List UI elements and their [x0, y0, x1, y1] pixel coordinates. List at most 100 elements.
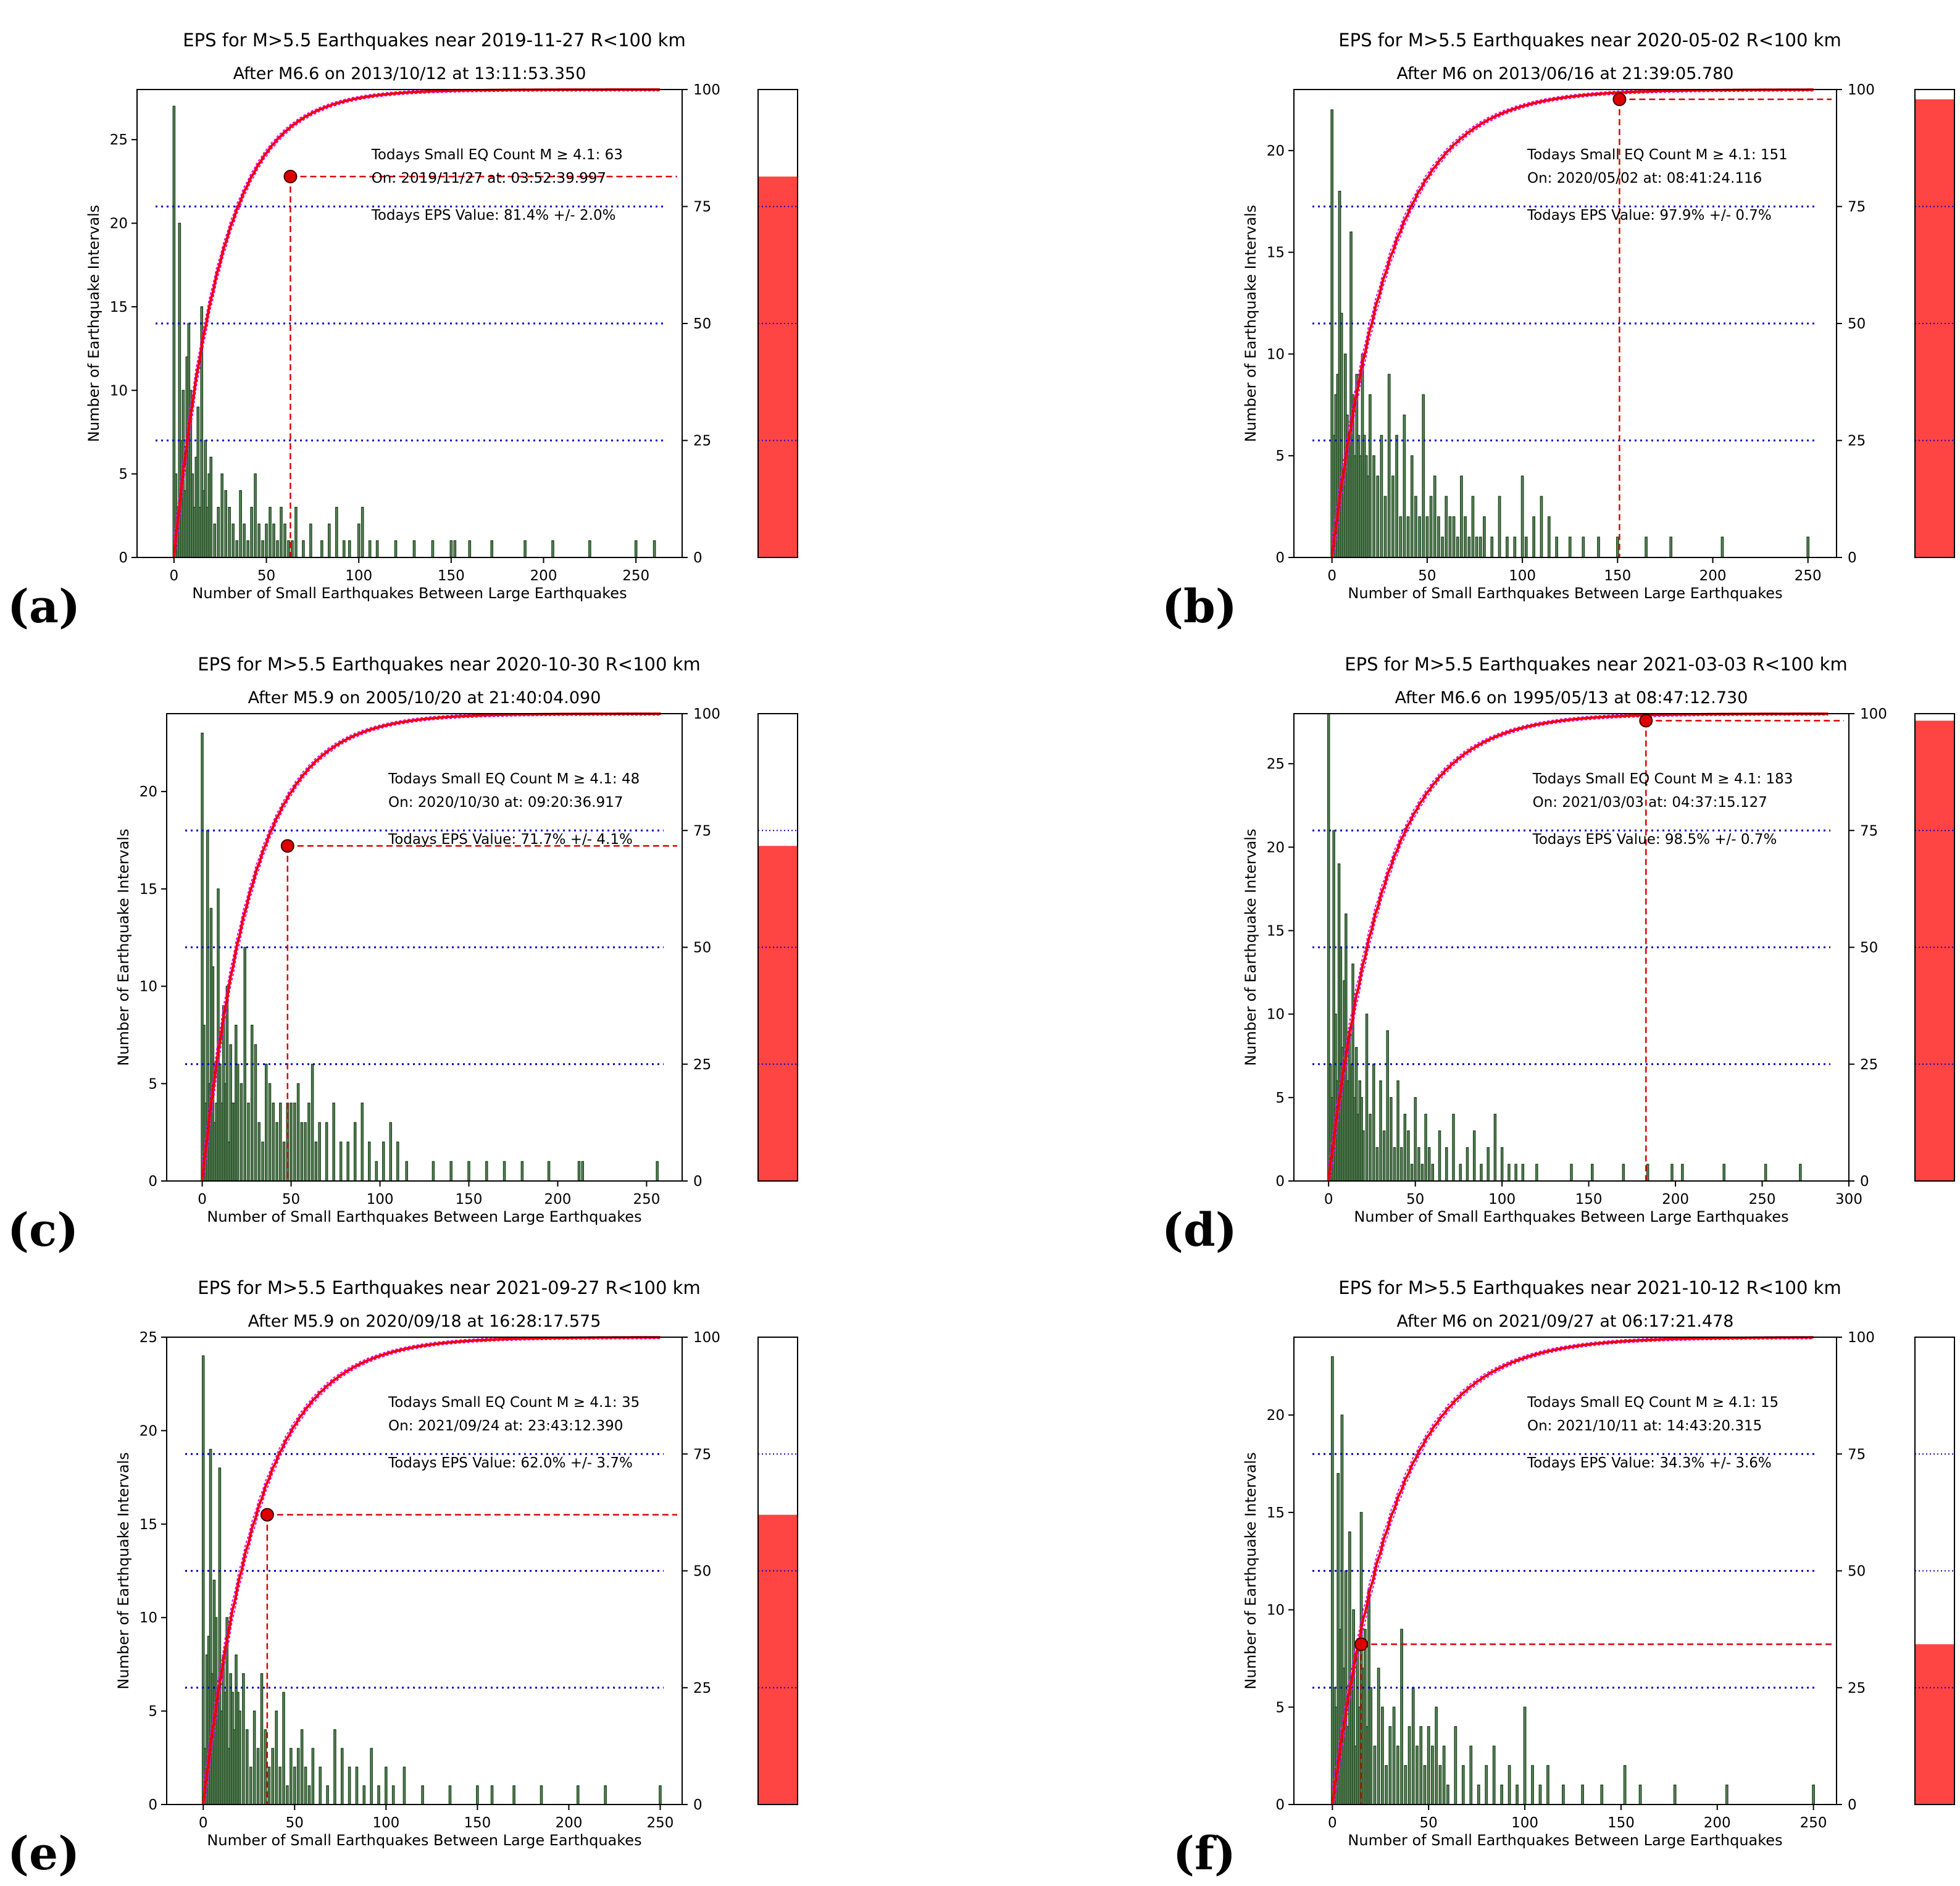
y-axis-label: Number of Earthquake Intervals — [115, 1452, 132, 1689]
histogram-bar — [1681, 1164, 1684, 1182]
x-tick-label: 0 — [199, 1815, 208, 1831]
histogram-bar — [1546, 1765, 1549, 1805]
x-tick-label: 50 — [257, 568, 275, 584]
eps-gauge-frame — [1914, 713, 1955, 1182]
histogram-bar — [368, 540, 372, 558]
y-tick-label: 20 — [110, 216, 128, 232]
histogram-bar — [1645, 536, 1648, 558]
histogram-bar — [1423, 1765, 1427, 1805]
histogram-bar — [261, 1141, 264, 1182]
eps-gauge-frame — [757, 713, 798, 1182]
histogram-bar — [296, 1083, 300, 1182]
histogram-bar — [1500, 1147, 1504, 1182]
histogram-bar — [293, 1766, 296, 1805]
x-tick-label: 0 — [1327, 568, 1337, 584]
histogram-bar — [235, 540, 238, 558]
chart-title: EPS for M>5.5 Earthquakes near 2019-11-2… — [183, 30, 685, 51]
histogram-bar — [576, 1785, 580, 1805]
histogram-bar — [1448, 516, 1452, 558]
x-tick-label: 0 — [1324, 1191, 1333, 1208]
histogram-bar — [431, 540, 435, 558]
histogram-bar — [254, 473, 257, 558]
histogram-bar — [1459, 1164, 1462, 1182]
histogram-bar — [1410, 1164, 1414, 1182]
histogram-bar — [1396, 1745, 1399, 1805]
histogram-bar — [1369, 394, 1372, 558]
y2-tick-label: 0 — [693, 1797, 703, 1813]
info-small-eq-count: Todays Small EQ Count M ≥ 4.1: 151 — [1527, 147, 1788, 163]
histogram-bar — [1471, 496, 1475, 558]
panel-letter-c: (c) — [7, 1204, 79, 1257]
x-tick-label: 250 — [622, 568, 649, 584]
histogram-bar — [432, 1161, 435, 1182]
y-tick-label: 5 — [119, 467, 128, 483]
histogram-bar — [1379, 1080, 1382, 1182]
x-tick-label: 100 — [367, 1191, 394, 1208]
y-tick-label: 20 — [140, 784, 157, 800]
panel-letter-e: (e) — [7, 1827, 80, 1880]
histogram-bar — [348, 540, 351, 558]
histogram-bar — [224, 490, 227, 558]
y2-tick-label: 100 — [1860, 706, 1887, 722]
y2-tick-label: 100 — [693, 1330, 720, 1346]
histogram-bar — [355, 1766, 359, 1805]
histogram-bar — [391, 1785, 395, 1805]
histogram-bar — [1365, 1013, 1369, 1182]
x-tick-label: 200 — [1704, 1815, 1731, 1831]
histogram-bar — [1400, 1629, 1403, 1805]
histogram-bar — [1438, 1130, 1441, 1182]
y2-tick-label: 25 — [1860, 1057, 1878, 1073]
histogram-bar — [217, 507, 220, 558]
histogram-bar — [271, 1748, 275, 1805]
histogram-bar — [1523, 1706, 1527, 1805]
y-tick-label: 15 — [140, 1517, 157, 1533]
chart-panel-a: EPS for M>5.5 Earthquakes near 2019-11-2… — [85, 30, 798, 602]
histogram-bar — [1410, 455, 1414, 558]
y2-tick-label: 75 — [1860, 823, 1878, 839]
confidence-band-lower — [202, 1338, 661, 1805]
histogram-bar — [1622, 1164, 1625, 1182]
histogram-bar — [1535, 1164, 1538, 1182]
histogram-bar — [272, 1103, 275, 1182]
eps-gauge-fill — [758, 846, 798, 1181]
histogram-bar — [1562, 1784, 1565, 1805]
x-tick-label: 150 — [456, 1191, 483, 1208]
histogram-bar — [252, 1710, 256, 1805]
histogram-bar — [1377, 1667, 1380, 1805]
histogram-bar — [367, 1141, 371, 1182]
histogram-bar — [1422, 394, 1425, 558]
histogram-bar — [485, 1161, 488, 1182]
histogram-bar — [1498, 496, 1501, 558]
histogram-bar — [1600, 1784, 1604, 1805]
histogram-bar — [467, 1161, 470, 1182]
histogram-bar — [1472, 1130, 1476, 1182]
histogram-bar — [1506, 536, 1509, 558]
histogram-bar — [1673, 1784, 1677, 1805]
histogram-bar — [1373, 1745, 1377, 1805]
histogram-bar — [304, 1766, 307, 1805]
histogram-bar — [213, 524, 217, 558]
histogram-bar — [634, 540, 638, 558]
histogram-bar — [1467, 536, 1471, 558]
histogram-bar — [520, 1161, 524, 1182]
histogram-bar — [523, 540, 527, 558]
y-tick-label: 10 — [1267, 346, 1285, 362]
histogram-bar — [311, 1064, 314, 1182]
x-tick-label: 200 — [530, 568, 557, 584]
histogram-bar — [260, 1673, 264, 1805]
x-tick-label: 100 — [1488, 1191, 1516, 1208]
histogram-bar — [269, 507, 272, 558]
histogram-bar — [267, 1766, 271, 1805]
info-small-eq-count: Todays Small EQ Count M ≥ 4.1: 183 — [1532, 771, 1793, 787]
panel-letter-a: (a) — [7, 580, 80, 633]
histogram-bar — [370, 1748, 373, 1805]
y2-tick-label: 100 — [1848, 1330, 1875, 1346]
info-small-eq-count: Todays Small EQ Count M ≥ 4.1: 63 — [371, 147, 623, 163]
histogram-bar — [361, 507, 364, 558]
today-marker — [1612, 92, 1627, 106]
y-tick-label: 15 — [140, 882, 157, 898]
panel-letter-f: (f) — [1173, 1827, 1236, 1880]
chart-title: EPS for M>5.5 Earthquakes near 2021-03-0… — [1345, 654, 1847, 675]
histogram-bar — [1475, 536, 1478, 558]
histogram-bar — [1411, 1687, 1415, 1805]
